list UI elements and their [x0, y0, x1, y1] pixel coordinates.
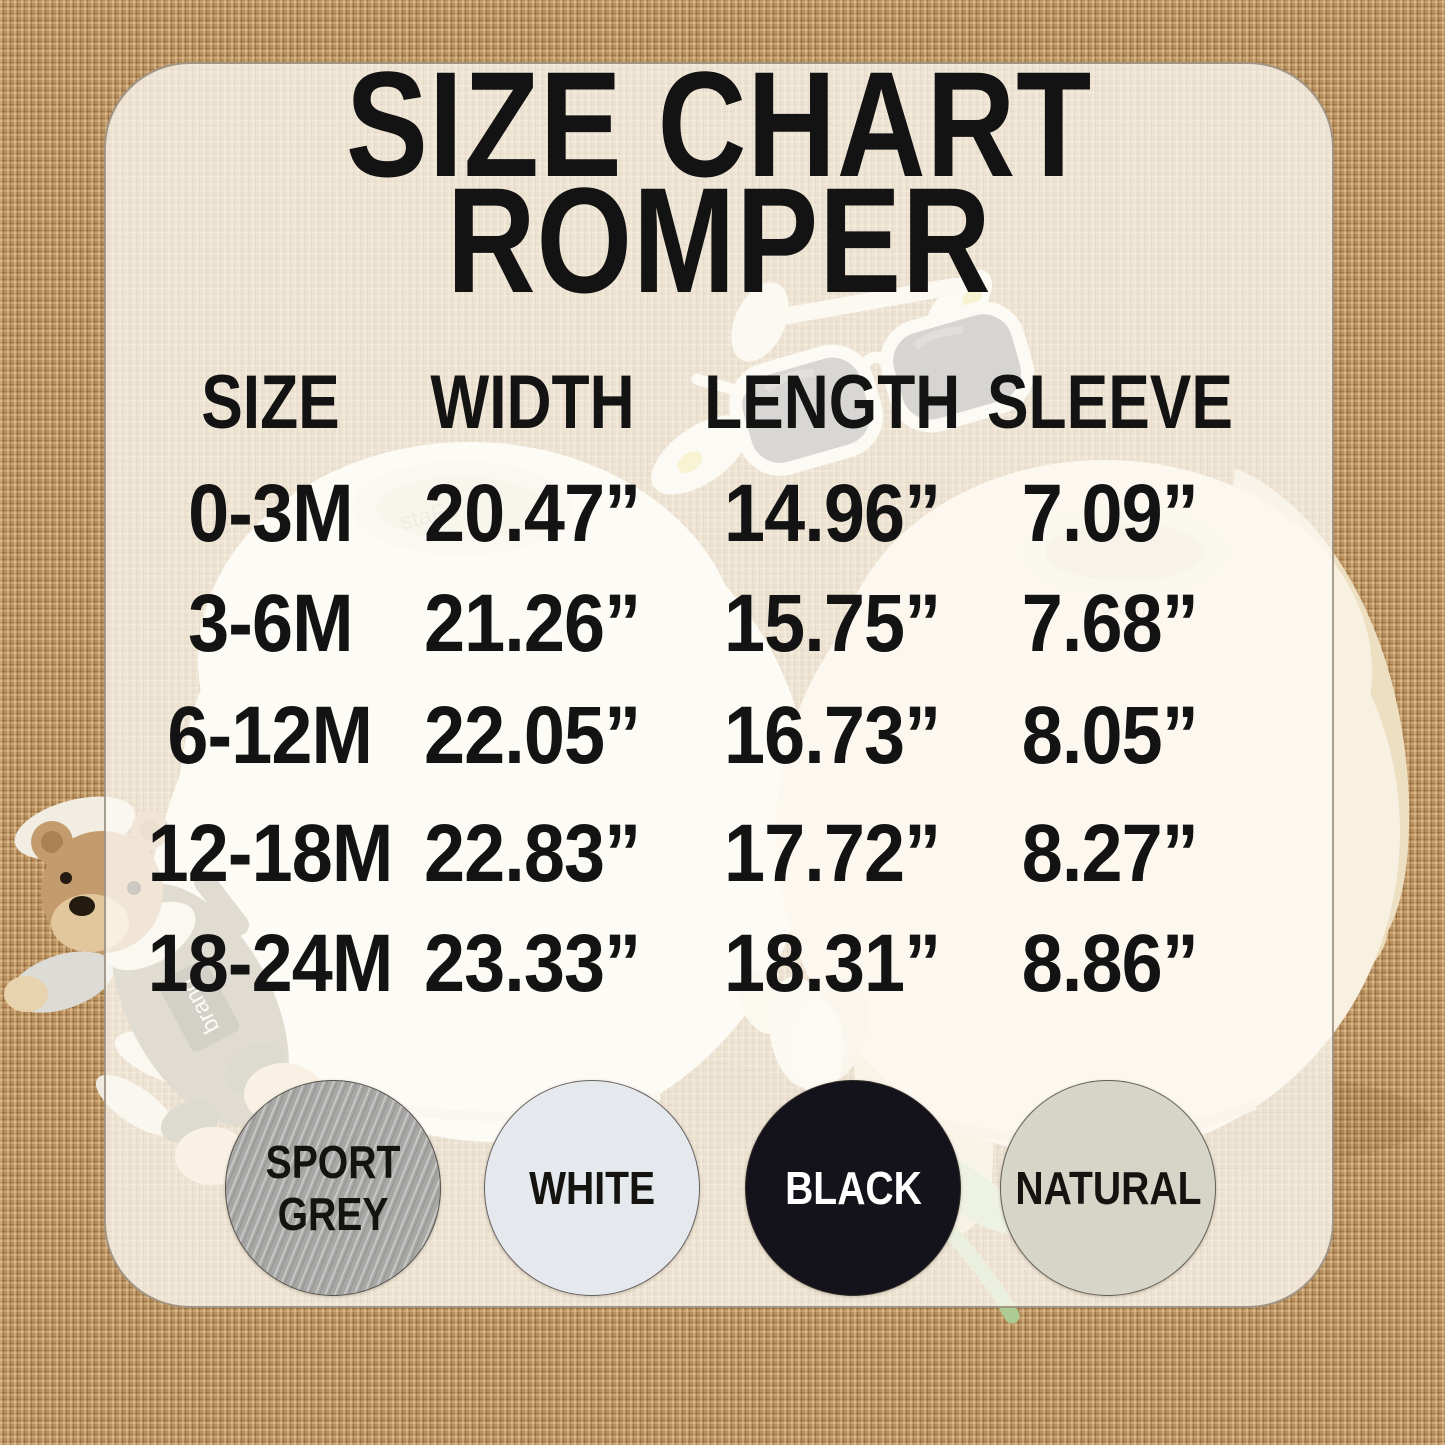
swatch-natural: NATURAL: [1000, 1080, 1216, 1296]
size-cell: 12-18M: [147, 808, 394, 899]
size-table: SIZE WIDTH LENGTH SLEEVE 0-3M 20.47” 14.…: [104, 352, 1334, 1032]
table-row: 0-3M 20.47” 14.96” 7.09”: [104, 464, 1334, 564]
length-cell: 16.73”: [724, 690, 941, 781]
swatch-black: BLACK: [745, 1080, 961, 1296]
table-row: 12-18M 22.83” 17.72” 8.27”: [104, 804, 1334, 904]
swatch-sport-grey: SPORT GREY: [225, 1080, 441, 1296]
chart-title-line1: SIZE CHART: [345, 40, 1093, 208]
size-cell: 3-6M: [187, 578, 353, 669]
sleeve-cell: 7.68”: [1021, 578, 1199, 669]
table-header-row: SIZE WIDTH LENGTH SLEEVE: [104, 352, 1334, 452]
chart-title: SIZE CHART ROMPER: [104, 40, 1334, 324]
length-cell: 15.75”: [724, 578, 941, 669]
width-cell: 22.83”: [424, 808, 641, 899]
length-cell: 14.96”: [724, 468, 941, 559]
sleeve-cell: 8.86”: [1021, 918, 1199, 1009]
swatch-label: BLACK: [784, 1161, 922, 1214]
size-cell: 18-24M: [147, 918, 394, 1009]
table-row: 6-12M 22.05” 16.73” 8.05”: [104, 686, 1334, 786]
size-cell: 6-12M: [167, 690, 374, 781]
header-width: WIDTH: [430, 359, 635, 445]
table-row: 18-24M 23.33” 18.31” 8.86”: [104, 914, 1334, 1014]
header-sleeve: SLEEVE: [987, 359, 1233, 445]
swatch-white: WHITE: [484, 1080, 700, 1296]
table-row: 3-6M 21.26” 15.75” 7.68”: [104, 574, 1334, 674]
swatch-label: WHITE: [529, 1161, 655, 1214]
length-cell: 18.31”: [724, 918, 941, 1009]
length-cell: 17.72”: [724, 808, 941, 899]
header-length: LENGTH: [704, 359, 961, 445]
sleeve-cell: 8.27”: [1021, 808, 1199, 899]
header-size: SIZE: [200, 359, 340, 445]
width-cell: 21.26”: [424, 578, 641, 669]
chart-title-line2: ROMPER: [446, 156, 992, 324]
width-cell: 20.47”: [424, 468, 641, 559]
sleeve-cell: 7.09”: [1021, 468, 1199, 559]
width-cell: 23.33”: [424, 918, 641, 1009]
width-cell: 22.05”: [424, 690, 641, 781]
swatch-label: NATURAL: [1014, 1161, 1202, 1214]
sleeve-cell: 8.05”: [1021, 690, 1199, 781]
size-cell: 0-3M: [187, 468, 353, 559]
swatch-label: SPORT GREY: [265, 1135, 401, 1240]
